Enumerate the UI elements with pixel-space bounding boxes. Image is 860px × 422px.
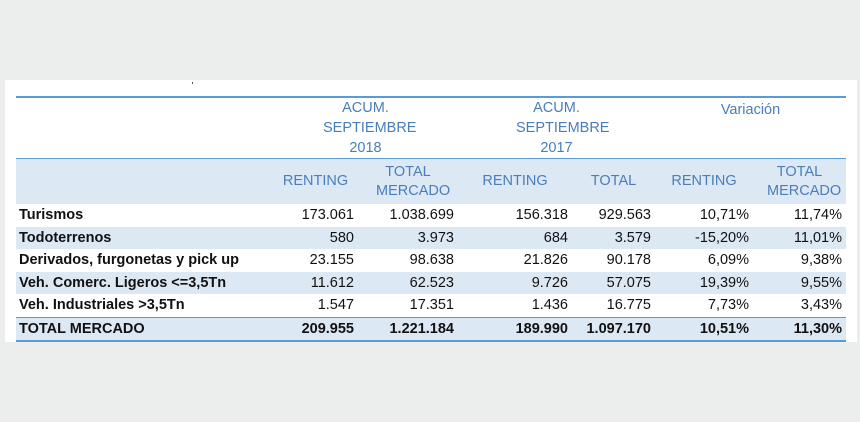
cell: 6,09% (707, 252, 749, 269)
cell: 90.178 (606, 252, 651, 269)
label-column-header (16, 158, 273, 204)
cell: 9.726 (458, 271, 572, 294)
cell: 9,55% (753, 271, 846, 294)
cell: 684 (458, 226, 572, 249)
cell: 11,74% (793, 207, 842, 224)
cell: 1.547 (317, 297, 354, 314)
cell: 17.351 (409, 297, 454, 314)
table-panel: ACUM. SEPTIEMBRE 2018 ACUM. SEPTIEMBRE 2… (5, 80, 857, 342)
cell: 3,43% (800, 297, 842, 314)
table-row: Derivados, furgonetas y pick up 23.155 9… (16, 249, 846, 272)
cell: 10,71% (699, 207, 749, 224)
cell: 23.155 (309, 252, 354, 269)
total-cell: 189.990 (458, 316, 572, 342)
row-label: Veh. Industriales >3,5Tn (19, 297, 185, 314)
cell: 3.579 (572, 226, 655, 249)
cell: 173.061 (301, 207, 354, 224)
corner-cell (16, 96, 273, 159)
row-label: Turismos (19, 207, 84, 224)
total-row: TOTAL MERCADO 209.955 1.221.184 189.990 … (16, 316, 846, 342)
column-header-row: RENTING TOTAL MERCADO RENTING TOTAL RENT… (16, 158, 846, 204)
tick-mark (192, 82, 193, 84)
total-cell: 209.955 (273, 316, 358, 342)
cell: 7,73% (707, 297, 749, 314)
col-renting-2017: RENTING (458, 158, 572, 204)
cell: 929.563 (598, 207, 651, 224)
cell: 11,01% (753, 226, 846, 249)
cell: 57.075 (572, 271, 655, 294)
table-row: Todoterrenos 580 3.973 684 3.579 -15,20%… (16, 226, 846, 249)
cell: 9,38% (800, 252, 842, 269)
col-renting-variation: RENTING (655, 158, 753, 204)
cell: 62.523 (358, 271, 458, 294)
row-label: Derivados, furgonetas y pick up (19, 252, 239, 269)
cell: 1.436 (531, 297, 568, 314)
col-total-mercado-2018: TOTAL MERCADO (358, 158, 458, 204)
cell: 3.973 (358, 226, 458, 249)
col-total-2017: TOTAL (572, 158, 655, 204)
total-cell: 10,51% (655, 316, 753, 342)
period-header-row: ACUM. SEPTIEMBRE 2018 ACUM. SEPTIEMBRE 2… (16, 96, 846, 159)
row-label: Veh. Comerc. Ligeros <=3,5Tn (16, 271, 273, 294)
cell: 156.318 (515, 207, 568, 224)
col-total-mercado-variation: TOTAL MERCADO (753, 158, 846, 204)
variation-header: Variación (655, 96, 846, 159)
row-label: Todoterrenos (16, 226, 273, 249)
total-cell: 1.221.184 (358, 316, 458, 342)
cell: 19,39% (655, 271, 753, 294)
cell: 16.775 (606, 297, 651, 314)
total-label: TOTAL MERCADO (16, 316, 273, 342)
period-2018-header: ACUM. SEPTIEMBRE 2018 (273, 96, 458, 159)
table-row: Turismos 173.061 1.038.699 156.318 929.5… (16, 204, 846, 227)
cell: 580 (273, 226, 358, 249)
period-2017-header: ACUM. SEPTIEMBRE 2017 (458, 96, 655, 159)
cell: 1.038.699 (389, 207, 454, 224)
total-cell: 1.097.170 (572, 316, 655, 342)
cell: 98.638 (409, 252, 454, 269)
cell: 21.826 (523, 252, 568, 269)
table-row: Veh. Comerc. Ligeros <=3,5Tn 11.612 62.5… (16, 271, 846, 294)
renting-market-table: ACUM. SEPTIEMBRE 2018 ACUM. SEPTIEMBRE 2… (16, 96, 846, 342)
table-row: Veh. Industriales >3,5Tn 1.547 17.351 1.… (16, 294, 846, 317)
total-cell: 11,30% (753, 316, 846, 342)
cell: -15,20% (655, 226, 753, 249)
cell: 11.612 (273, 271, 358, 294)
col-renting-2018: RENTING (273, 158, 358, 204)
